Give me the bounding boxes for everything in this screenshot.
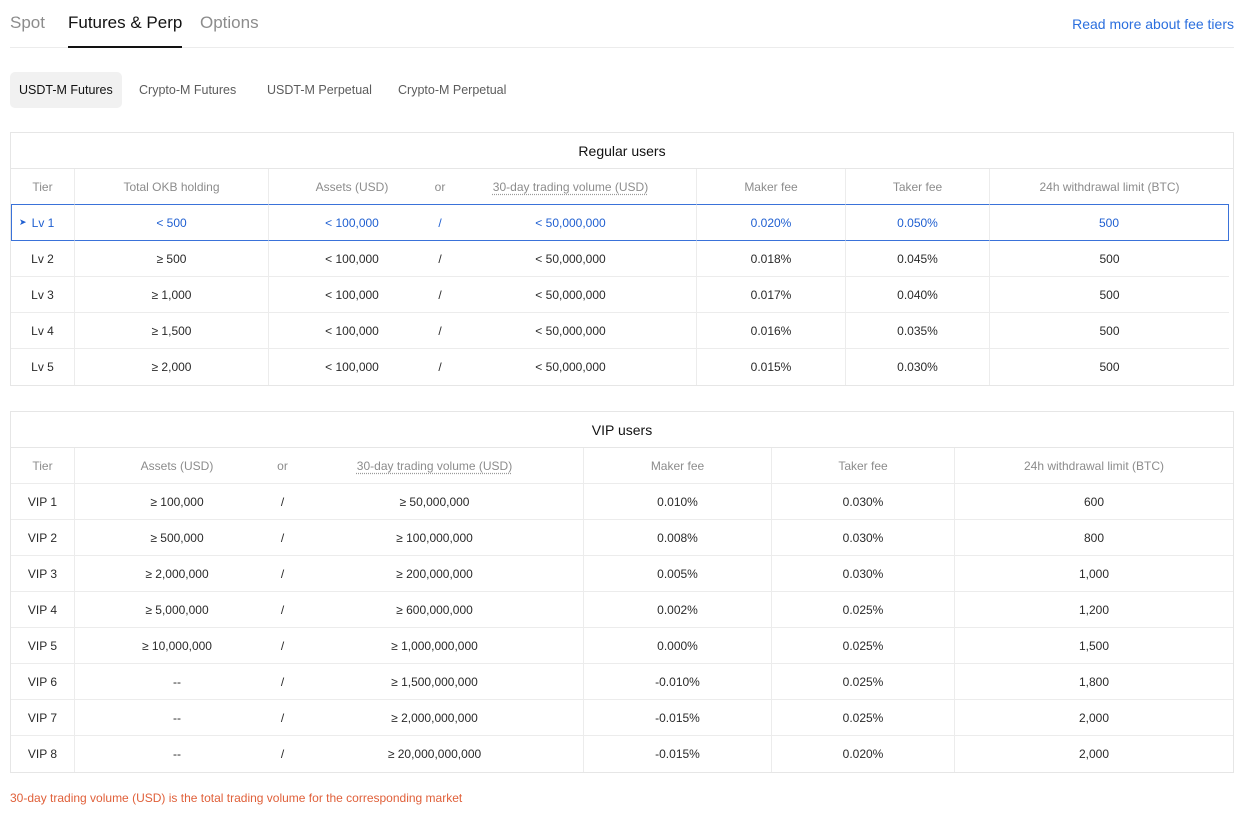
subtab-usdt-m-futures[interactable]: USDT-M Futures bbox=[10, 72, 122, 108]
column-header: Tier bbox=[11, 169, 75, 205]
tier-cell: ➤ Lv 1 bbox=[11, 204, 75, 241]
footnote: 30-day trading volume (USD) is the total… bbox=[10, 791, 463, 805]
column-header: Taker fee bbox=[846, 169, 990, 205]
table-title: VIP users bbox=[11, 412, 1233, 448]
product-tabs: Spot Futures & Perp Options Read more ab… bbox=[10, 0, 1234, 48]
subtab-crypto-m-perpetual[interactable]: Crypto-M Perpetual bbox=[398, 83, 507, 97]
column-header: Tier bbox=[11, 448, 75, 484]
current-tier-arrow-icon: ➤ bbox=[19, 217, 27, 227]
column-header: or bbox=[277, 448, 288, 484]
column-header: Maker fee bbox=[697, 169, 846, 205]
column-header: Assets (USD) bbox=[269, 169, 435, 205]
trading-volume-tooltip-label[interactable]: 30-day trading volume (USD) bbox=[356, 458, 513, 473]
vip-users-table: VIP users Tier Assets (USD) or 30-day tr… bbox=[10, 411, 1234, 773]
tab-options[interactable]: Options bbox=[200, 13, 259, 32]
tab-spot[interactable]: Spot bbox=[10, 13, 45, 32]
column-header: Maker fee bbox=[584, 448, 772, 484]
tab-futures-perp[interactable]: Futures & Perp bbox=[68, 13, 183, 48]
read-more-fee-tiers-link[interactable]: Read more about fee tiers bbox=[1072, 16, 1234, 32]
column-header: Total OKB holding bbox=[75, 169, 269, 205]
subtab-crypto-m-futures[interactable]: Crypto-M Futures bbox=[139, 83, 237, 97]
column-header: Taker fee bbox=[772, 448, 955, 484]
regular-users-table: Regular users Tier Total OKB holding Ass… bbox=[10, 132, 1234, 386]
trading-volume-tooltip-label[interactable]: 30-day trading volume (USD) bbox=[492, 179, 649, 194]
column-header: or bbox=[435, 169, 445, 205]
column-header: Assets (USD) bbox=[75, 448, 279, 484]
table-title: Regular users bbox=[11, 133, 1233, 169]
column-header: 24h withdrawal limit (BTC) bbox=[955, 448, 1233, 484]
column-header[interactable]: 30-day trading volume (USD) bbox=[445, 169, 697, 205]
column-header[interactable]: 30-day trading volume (USD) bbox=[286, 448, 584, 484]
subtab-usdt-m-perpetual[interactable]: USDT-M Perpetual bbox=[267, 83, 372, 97]
column-header: 24h withdrawal limit (BTC) bbox=[990, 169, 1229, 205]
